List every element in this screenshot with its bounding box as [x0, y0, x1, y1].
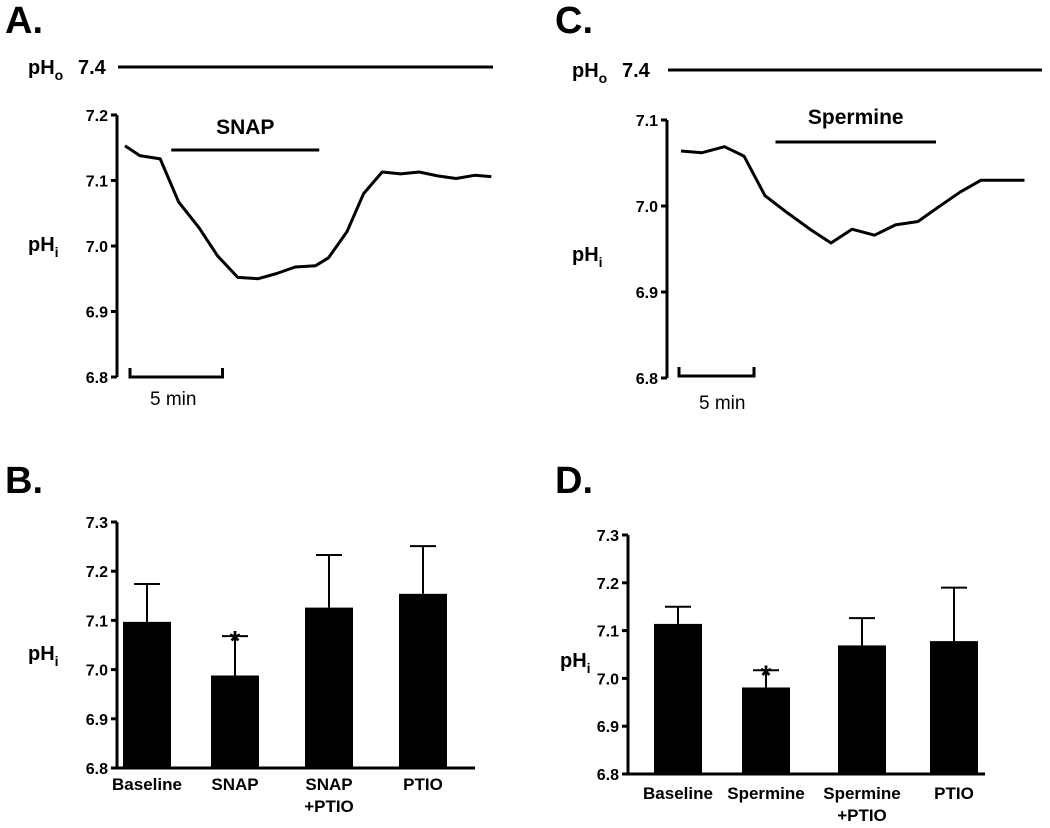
- category-label: PTIO: [934, 784, 974, 803]
- y-tick-label: 7.0: [597, 671, 619, 688]
- y-tick-label: 6.8: [86, 761, 108, 778]
- y-tick-label: 6.8: [597, 767, 619, 784]
- pho-value: 7.4: [622, 60, 651, 82]
- category-label: Spermine: [727, 784, 804, 803]
- scale-bar: [677, 367, 756, 378]
- category-label: Baseline: [643, 784, 713, 803]
- scale-bar-label: 5 min: [699, 393, 745, 414]
- y-tick-label: 7.2: [86, 108, 108, 125]
- y-tick-label: 7.1: [597, 624, 619, 641]
- y-tick-label: 6.8: [86, 370, 108, 387]
- y-axis-label: pHi: [28, 234, 59, 260]
- y-tick-label: 7.0: [86, 663, 108, 680]
- y-tick-label: 6.8: [636, 371, 658, 388]
- y-tick-label: 7.0: [86, 239, 108, 256]
- panel-letter: A.: [5, 0, 43, 42]
- bar: [211, 675, 259, 768]
- bar: [305, 607, 353, 768]
- treatment-label: Spermine: [808, 106, 904, 129]
- panel-letter: D.: [555, 460, 593, 502]
- bar: [399, 593, 447, 768]
- y-tick-label: 7.1: [86, 613, 108, 630]
- category-label: SNAP: [211, 775, 258, 794]
- bar: [123, 621, 171, 768]
- category-label: SNAP: [305, 775, 352, 794]
- bar: [930, 641, 978, 774]
- pho-label: pHo: [28, 57, 63, 83]
- panel-b: B. 6.8 6.9 7.0 7.1 7.2 7.3 pHi Baseline * SNAP SNAP…: [5, 460, 475, 816]
- panel-letter: C.: [555, 0, 593, 42]
- bar: [742, 687, 790, 774]
- y-tick-label: 7.2: [597, 576, 619, 593]
- y-axis-label: pHi: [560, 650, 591, 676]
- ph-trace: [680, 145, 1025, 245]
- y-tick-label: 7.2: [86, 564, 108, 581]
- category-label: +PTIO: [837, 806, 887, 825]
- y-tick-label: 6.9: [86, 712, 108, 729]
- category-label: +PTIO: [304, 797, 354, 816]
- y-tick-label: 7.0: [636, 199, 658, 216]
- scale-bar: [128, 368, 224, 379]
- y-axis-label: pHi: [572, 244, 603, 270]
- panel-d: D. 6.8 6.9 7.0 7.1 7.2 7.3 pHi Baseline * Spermine…: [555, 460, 985, 825]
- y-tick-label: 6.9: [86, 305, 108, 322]
- y-axis-label: pHi: [28, 643, 59, 669]
- y-tick-label: 7.3: [86, 515, 108, 532]
- panel-letter: B.: [5, 460, 43, 502]
- pho-value: 7.4: [78, 57, 107, 79]
- scale-bar-label: 5 min: [150, 389, 196, 410]
- bar: [654, 623, 702, 774]
- category-label: PTIO: [403, 775, 443, 794]
- category-label: Baseline: [112, 775, 182, 794]
- significance-marker: *: [761, 659, 772, 690]
- pho-label: pHo: [572, 60, 607, 86]
- treatment-label: SNAP: [216, 116, 274, 139]
- bar: [838, 645, 886, 774]
- panel-c: C. pHo 7.4 6.8 6.9 7.0 7.1 pHi Spermine 5 min: [555, 0, 1042, 414]
- significance-marker: *: [230, 625, 241, 656]
- category-label: Spermine: [823, 784, 900, 803]
- panel-a: A. pHo 7.4 6.8 6.9 7.0 7.1 7.2 pHi SNAP 5 min: [5, 0, 493, 410]
- y-tick-label: 6.9: [597, 719, 619, 736]
- y-tick-label: 7.1: [86, 174, 108, 191]
- y-tick-label: 7.3: [597, 528, 619, 545]
- ph-trace: [124, 144, 492, 281]
- y-tick-label: 7.1: [636, 113, 658, 130]
- y-tick-label: 6.9: [636, 285, 658, 302]
